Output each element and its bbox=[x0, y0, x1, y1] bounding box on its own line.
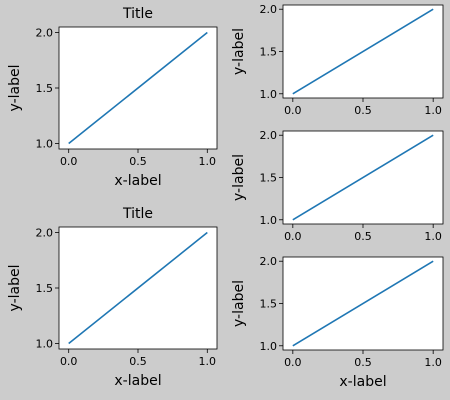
y-axis-label: y-label bbox=[231, 154, 247, 201]
subplot-2: 0.0 0.5 1.0 1.0 1.5 2.0 y-label bbox=[231, 3, 444, 117]
x-tick-label: 1.0 bbox=[424, 104, 442, 117]
chart-title: Title bbox=[122, 6, 153, 22]
subplot-4: 0.0 0.5 1.0 1.0 1.5 2.0 Title x-label y-label bbox=[7, 206, 218, 389]
y-tick-label: 1.5 bbox=[260, 46, 278, 59]
y-tick-label: 1.0 bbox=[260, 340, 278, 353]
y-tick-label: 2.0 bbox=[36, 27, 54, 40]
chart-title: Title bbox=[122, 206, 153, 222]
series-line bbox=[292, 260, 434, 347]
series-line bbox=[68, 231, 208, 345]
subplot-5: 0.0 0.5 1.0 1.0 1.5 2.0 x-label y-label bbox=[231, 255, 444, 390]
series-line bbox=[68, 31, 208, 145]
y-tick-label: 1.5 bbox=[260, 298, 278, 311]
y-axis-label: y-label bbox=[7, 65, 23, 112]
x-tick-label: 0.0 bbox=[284, 356, 302, 369]
x-tick-label: 0.0 bbox=[60, 155, 78, 168]
x-tick-label: 1.0 bbox=[199, 355, 217, 368]
x-axis-label: x-label bbox=[339, 374, 386, 390]
y-axis-label: y-label bbox=[231, 280, 247, 327]
y-axis-label: y-label bbox=[7, 265, 23, 312]
series-line bbox=[292, 8, 434, 95]
y-tick-label: 2.0 bbox=[260, 3, 278, 16]
x-tick-label: 0.0 bbox=[284, 104, 302, 117]
x-tick-label: 1.0 bbox=[424, 356, 442, 369]
y-tick-label: 1.5 bbox=[36, 282, 54, 295]
x-tick-label: 0.5 bbox=[354, 230, 372, 243]
y-tick-label: 1.5 bbox=[260, 172, 278, 185]
y-tick-label: 1.0 bbox=[260, 214, 278, 227]
x-tick-label: 0.5 bbox=[129, 355, 147, 368]
series-line bbox=[292, 134, 434, 221]
subplot-1: 0.0 0.5 1.0 1.0 1.5 2.0 Title x-label y-label bbox=[7, 6, 218, 189]
y-axis-label: y-label bbox=[231, 28, 247, 75]
x-axis-label: x-label bbox=[114, 373, 161, 389]
y-tick-label: 1.0 bbox=[36, 137, 54, 150]
y-tick-label: 2.0 bbox=[36, 227, 54, 240]
x-tick-label: 0.0 bbox=[60, 355, 78, 368]
x-tick-label: 1.0 bbox=[424, 230, 442, 243]
y-tick-label: 2.0 bbox=[260, 129, 278, 142]
x-tick-label: 0.5 bbox=[354, 104, 372, 117]
x-tick-label: 0.5 bbox=[354, 356, 372, 369]
x-tick-label: 0.5 bbox=[129, 155, 147, 168]
subplot-3: 0.0 0.5 1.0 1.0 1.5 2.0 y-label bbox=[231, 129, 444, 243]
x-tick-label: 0.0 bbox=[284, 230, 302, 243]
y-tick-label: 1.0 bbox=[260, 88, 278, 101]
x-tick-label: 1.0 bbox=[199, 155, 217, 168]
y-tick-label: 1.0 bbox=[36, 337, 54, 350]
y-tick-label: 2.0 bbox=[260, 255, 278, 268]
x-axis-label: x-label bbox=[114, 173, 161, 189]
y-tick-label: 1.5 bbox=[36, 82, 54, 95]
